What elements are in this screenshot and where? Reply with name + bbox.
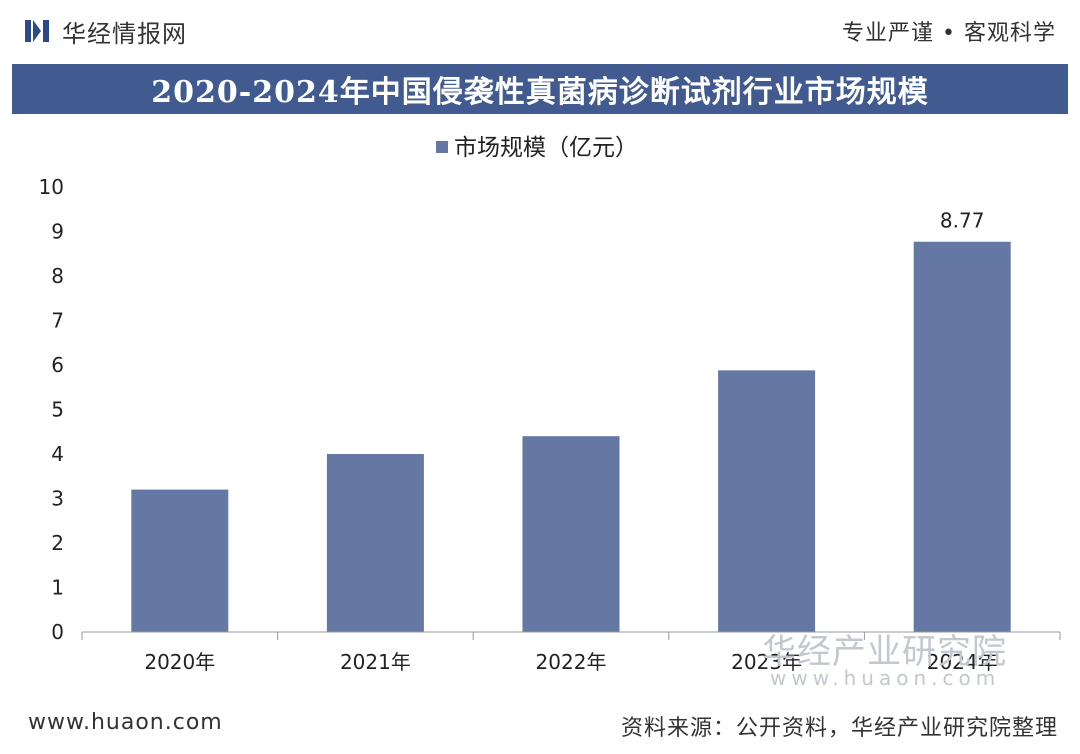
data-label: 8.77 [940,209,985,233]
data-labels: 8.77 [940,209,985,233]
y-axis: 0 1 2 3 4 5 6 7 8 9 10 [39,175,64,644]
y-tick-label: 8 [51,264,64,288]
title-bar: 2020-2024年中国侵袭性真菌病诊断试剂行业市场规模 [12,64,1068,114]
y-tick-label: 5 [51,398,64,422]
chart-legend: 市场规模（亿元） [436,135,638,161]
y-tick-label: 4 [51,442,64,466]
bar [718,370,816,632]
footer-source: 资料来源：公开资料，华经产业研究院整理 [620,716,1058,741]
bar [522,436,620,632]
huajing-logo-icon [25,20,49,42]
x-tick-label: 2021年 [340,650,411,674]
x-tick-label: 2020年 [144,650,215,674]
bars [131,241,1011,633]
chart-title: 2020-2024年中国侵袭性真菌病诊断试剂行业市场规模 [151,75,929,110]
y-tick-label: 0 [51,620,64,644]
bar [131,489,229,632]
y-tick-label: 2 [51,531,64,555]
y-tick-label: 9 [51,220,64,244]
x-tick-label: 2022年 [536,650,607,674]
y-tick-label: 10 [39,175,64,199]
brand-name: 华经情报网 [62,19,187,48]
legend-swatch [436,141,448,153]
brand[interactable]: 华经情报网 [22,10,187,52]
header: 华经情报网 专业严谨 • 客观科学 [0,0,1080,62]
x-tick-label: 2023年 [731,650,802,674]
watermark-url: www.huaon.com [770,666,1001,690]
watermark: 华经产业研究院 www.huaon.com [700,624,1030,694]
footer: www.huaon.com 资料来源：公开资料，华经产业研究院整理 [0,700,1080,748]
legend-label: 市场规模（亿元） [454,135,638,161]
x-tick-label: 2024年 [927,650,998,674]
y-tick-label: 3 [51,487,64,511]
x-axis: 2020年 2021年 2022年 2023年 2024年 [81,631,1061,674]
y-tick-label: 1 [51,576,64,600]
watermark-name: 华经产业研究院 [762,632,1007,672]
slogan: 专业严谨 • 客观科学 [842,21,1056,46]
bar [913,241,1011,633]
y-tick-label: 7 [51,309,64,333]
footer-website[interactable]: www.huaon.com [28,710,223,735]
bar [326,454,424,632]
y-tick-label: 6 [51,353,64,377]
